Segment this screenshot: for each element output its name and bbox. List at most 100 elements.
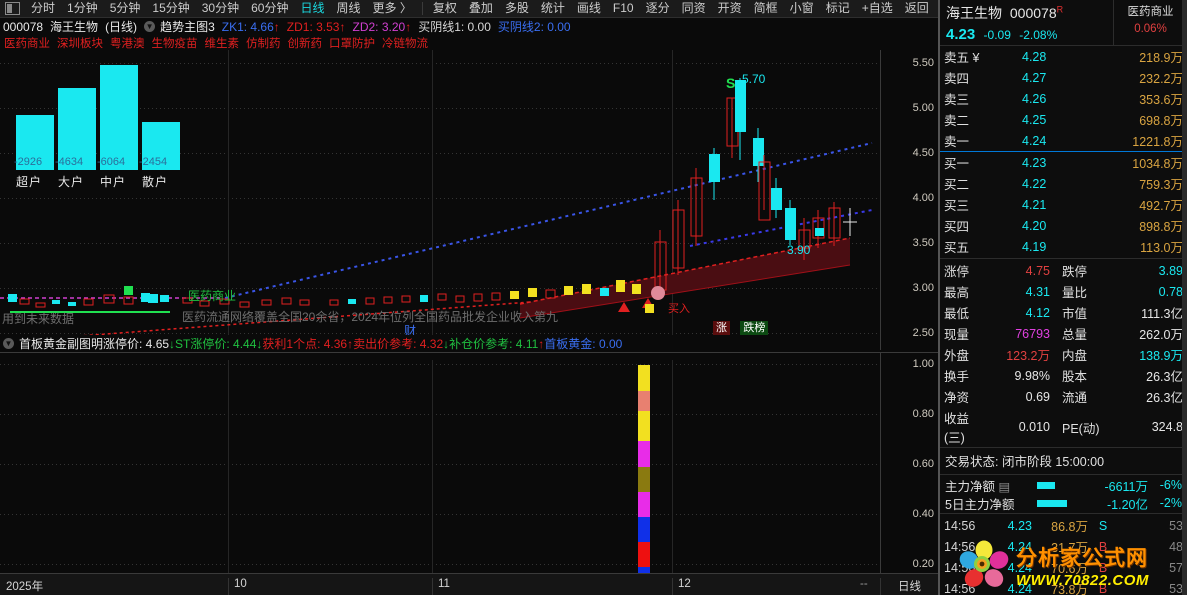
tool-huaxian[interactable]: 画线 <box>576 1 601 15</box>
bar-zhonghu <box>100 65 138 170</box>
ask-row-2[interactable]: 卖二 4.25 698.8万 <box>940 109 1187 130</box>
bid-row-5[interactable]: 买五 4.19 113.0万 <box>940 236 1187 257</box>
right-scrollbar[interactable] <box>1182 0 1187 595</box>
tick-row-3[interactable]: 14:56 4.24 73.8万 B 53 <box>940 578 1187 595</box>
quote-name: 海王生物 <box>946 5 1002 21</box>
margin-trading-mark: R <box>1056 4 1064 15</box>
tag-0[interactable]: 医药商业 <box>4 37 50 50</box>
tag-1[interactable]: 深圳板块 <box>57 37 103 50</box>
fund-flow-main-pct: -6% <box>1159 478 1182 492</box>
tool-tongzi[interactable]: 同资 <box>681 1 706 15</box>
chart-canvas[interactable]: S 买入 -2926 -4634 -6064 <box>0 50 938 595</box>
bid-row-3[interactable]: 买三 4.21 492.7万 <box>940 194 1187 215</box>
period-30min[interactable]: 30分钟 <box>201 1 240 15</box>
period-weekly[interactable]: 周线 <box>336 1 361 15</box>
fund-flow-main[interactable]: 主力净额 ▤ -6611万 -6% <box>940 476 1187 494</box>
tool-kaizi[interactable]: 开资 <box>717 1 742 15</box>
sub-field-profit-1pt: 获利1个点: 4.36↑ <box>262 337 354 351</box>
tag-6[interactable]: 创新药 <box>287 37 323 50</box>
stat-label-totalvol: 总量 <box>1062 328 1088 342</box>
ask-vol-2: 698.8万 <box>1139 114 1183 128</box>
tag-5[interactable]: 仿制药 <box>246 37 281 50</box>
ask-price-3: 4.26 <box>1022 91 1047 106</box>
rank-badges[interactable]: 涨 跌榜 <box>713 320 769 335</box>
bid-row-4[interactable]: 买四 4.20 898.8万 <box>940 215 1187 236</box>
tool-jiankuang[interactable]: 简框 <box>753 1 778 15</box>
period-fenshi[interactable]: 分时 <box>31 1 56 15</box>
quote-sector-name[interactable]: 医药商业 <box>1127 6 1174 18</box>
annotation-news-ticker[interactable]: 医药流通网络覆盖全国20余省，2024年位列全国药品批发企业收入第九 <box>182 310 559 324</box>
list-icon[interactable]: ▤ <box>998 479 1011 494</box>
bid-vol-2: 759.3万 <box>1139 178 1183 192</box>
ask-row-4[interactable]: 卖四 4.27 232.2万 <box>940 67 1187 88</box>
indicator-buyline1: 买阴线1: 0.00 <box>418 20 491 34</box>
quote-sector-pct: 0.06% <box>1134 23 1167 35</box>
sub-plot[interactable] <box>0 360 880 595</box>
period-footer-label: 日线 <box>898 581 921 593</box>
tool-biaoji[interactable]: 标记 <box>825 1 850 15</box>
tick-vol-0: 86.8万 <box>1051 520 1088 534</box>
tag-2[interactable]: 粤港澳 <box>110 37 145 50</box>
tag-4[interactable]: 维生素 <box>204 37 240 50</box>
tool-f10[interactable]: F10 <box>612 1 634 15</box>
tag-8[interactable]: 冷链物流 <box>382 37 428 50</box>
period-more[interactable]: 更多 〉 <box>372 1 412 15</box>
stat-value-outer: 123.2万 <box>1006 349 1050 363</box>
indicator-zk1: ZK1: 4.66↑ <box>221 19 280 34</box>
period-daily[interactable]: 日线 <box>300 1 325 15</box>
ask-row-5[interactable]: 卖五 ¥ 4.28 218.9万 <box>940 46 1187 67</box>
tool-zhufen[interactable]: 逐分 <box>645 1 670 15</box>
period-60min[interactable]: 60分钟 <box>251 1 289 15</box>
stock-name: 海王生物 <box>50 20 99 34</box>
ask-price-5: 4.28 <box>1022 49 1047 64</box>
period-1min[interactable]: 1分钟 <box>67 1 98 15</box>
tool-fuquan[interactable]: 复权 <box>432 1 457 15</box>
stat-label-inner: 内盘 <box>1062 349 1088 363</box>
tick-row-0[interactable]: 14:56 4.23 86.8万 S 53 <box>940 515 1187 536</box>
badge-down-rank[interactable]: 跌榜 <box>740 321 769 335</box>
ask-row-3[interactable]: 卖三 4.26 353.6万 <box>940 88 1187 109</box>
quote-change: -0.09 <box>983 28 1011 42</box>
tool-diejia[interactable]: 叠加 <box>468 1 493 15</box>
watermark: 分析家公式网 WWW.70822.COM <box>958 538 1186 592</box>
plot-separator <box>0 352 938 353</box>
ytick-500: 5.00 <box>912 102 934 114</box>
tick-row-1[interactable]: 14:56 4.24 31.7万 B 48 <box>940 536 1187 557</box>
fund-flow-main-bar <box>1037 481 1055 489</box>
sub-field-limitup-tomorrow: 明涨停价: 4.65↓ <box>91 337 176 351</box>
ask-row-1[interactable]: 卖一 4.24 1221.8万 <box>940 130 1187 152</box>
sub-plot-svg <box>0 360 880 595</box>
tag-3[interactable]: 生物疫苗 <box>151 37 198 50</box>
bid-row-1[interactable]: 买一 4.23 1034.8万 <box>940 152 1187 174</box>
tool-xiaochuang[interactable]: 小窗 <box>789 1 814 15</box>
tool-return[interactable]: 返回 <box>904 1 929 15</box>
sub-ytick-060: 0.60 <box>912 458 934 470</box>
ask-label-4: 卖四 <box>944 72 970 86</box>
period-5min[interactable]: 5分钟 <box>109 1 141 15</box>
price-plot[interactable]: S 买入 -2926 -4634 -6064 <box>0 50 880 337</box>
tick-time-3: 14:56 <box>944 581 976 595</box>
badge-up-rank[interactable]: 涨 <box>713 321 730 335</box>
indicator-zd1: ZD1: 3.53↑ <box>286 19 346 34</box>
fund-flow-5day[interactable]: 5日主力净额 -1.20亿 -2% <box>940 494 1187 512</box>
panel-icon[interactable] <box>5 2 20 15</box>
ask-label-3: 卖三 <box>944 93 970 107</box>
tool-duogu[interactable]: 多股 <box>504 1 529 15</box>
stat-label-limitup: 涨停 <box>944 265 970 279</box>
axis-divider-main <box>880 50 881 350</box>
stat-label-pe: PE(动) <box>1062 421 1100 436</box>
sub-indicator-name[interactable]: 首板黄金副图 <box>19 337 92 351</box>
indicator-name[interactable]: 趋势主图3 <box>160 20 215 34</box>
quote-sector-box[interactable]: 医药商业 0.06% <box>1113 0 1187 45</box>
tool-add-favorite[interactable]: +自选 <box>861 1 893 15</box>
bid-label-4: 买四 <box>944 220 970 234</box>
chevron-down-icon[interactable]: ▼ <box>144 21 156 32</box>
date-gridline-12 <box>672 578 673 595</box>
tool-tongji[interactable]: 统计 <box>540 1 565 15</box>
bid-row-2[interactable]: 买二 4.22 759.3万 <box>940 173 1187 194</box>
period-15min[interactable]: 15分钟 <box>152 1 190 15</box>
chevron-down-icon-sub[interactable]: ▼ <box>3 338 14 349</box>
tag-7[interactable]: 口罩防护 <box>329 37 375 50</box>
quote-price-row: 4.23 -0.09 -2.08% <box>946 26 1113 43</box>
trade-status: 交易状态: 闭市阶段 15:00:00 <box>940 447 1187 473</box>
